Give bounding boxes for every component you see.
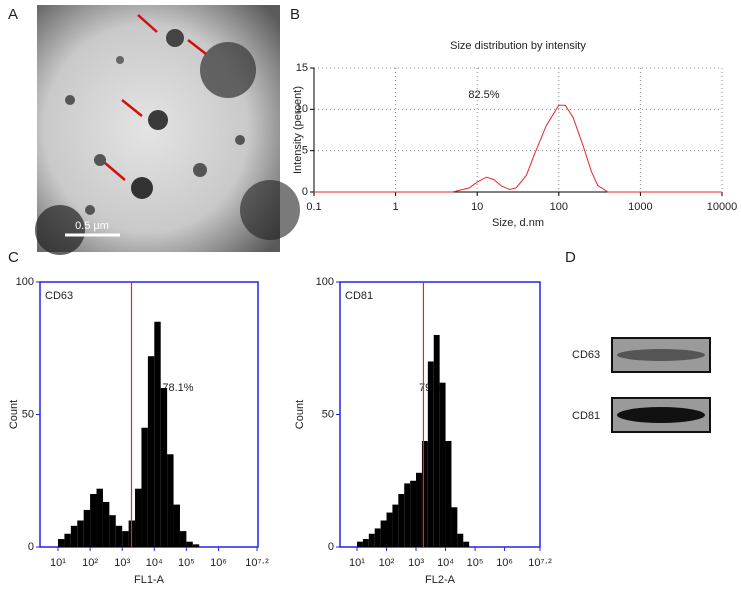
histogram-bar bbox=[368, 533, 375, 547]
x-tick-label: 10³ bbox=[114, 557, 130, 569]
histogram-bar bbox=[192, 544, 200, 547]
histogram-bar bbox=[115, 525, 123, 547]
histogram-bar bbox=[374, 528, 381, 547]
histogram-bar bbox=[457, 533, 464, 547]
x-tick-label: 10² bbox=[82, 557, 98, 569]
histogram-bar bbox=[362, 539, 369, 547]
histogram-bar bbox=[463, 541, 470, 547]
y-tick-label: 0 bbox=[302, 186, 308, 198]
histogram-bar bbox=[404, 483, 411, 547]
y-axis-label: Intensity (percent) bbox=[292, 86, 304, 174]
histogram-bar bbox=[147, 356, 155, 547]
x-tick-label: 10⁴ bbox=[146, 557, 163, 569]
histogram-bar bbox=[173, 504, 180, 547]
scale-bar-label: 0.5 μm bbox=[75, 220, 109, 232]
histogram-bar bbox=[58, 539, 65, 547]
histogram-bar bbox=[167, 454, 174, 547]
x-tick-label: 10¹ bbox=[50, 557, 66, 569]
blot-label: CD63 bbox=[572, 349, 600, 361]
y-tick-label: 100 bbox=[16, 276, 34, 288]
y-axis-label: Count bbox=[8, 400, 20, 429]
x-axis-label: FL2-A bbox=[425, 574, 456, 586]
x-tick-label: 10⁶ bbox=[496, 557, 513, 569]
histogram-bar bbox=[102, 501, 110, 547]
histogram-bar bbox=[445, 441, 452, 547]
plot-frame bbox=[314, 68, 722, 192]
y-tick-label: 15 bbox=[296, 62, 308, 74]
x-tick-label: 10⁶ bbox=[210, 557, 227, 569]
chart-title: Size distribution by intensity bbox=[450, 40, 586, 52]
histogram-bar bbox=[421, 441, 428, 547]
data-line bbox=[314, 104, 722, 193]
histogram-bar bbox=[392, 504, 399, 547]
histogram-bar bbox=[451, 507, 458, 547]
x-tick-label: 1 bbox=[393, 201, 399, 213]
x-tick-label: 100 bbox=[550, 201, 568, 213]
histogram-bar bbox=[90, 494, 97, 547]
x-tick-label: 10⁷·² bbox=[245, 557, 269, 569]
x-tick-label: 10⁵ bbox=[467, 557, 484, 569]
x-tick-label: 10¹ bbox=[349, 557, 365, 569]
western-blot: CD63 CD81 bbox=[572, 337, 711, 433]
x-tick-label: 10³ bbox=[408, 557, 424, 569]
marker-label: CD63 bbox=[45, 290, 73, 302]
tem-image: 0.5 μm bbox=[35, 5, 300, 255]
x-tick-label: 10⁵ bbox=[178, 557, 195, 569]
histogram-bar bbox=[179, 531, 187, 547]
x-axis-label: Size, d.nm bbox=[492, 217, 544, 229]
x-tick-label: 10000 bbox=[707, 201, 738, 213]
y-tick-label: 0 bbox=[328, 541, 334, 553]
y-tick-label: 50 bbox=[22, 408, 34, 420]
blot-label: CD81 bbox=[572, 410, 600, 422]
histogram-bar bbox=[141, 427, 148, 547]
histogram-bar bbox=[70, 525, 78, 547]
y-axis-label: Count bbox=[294, 400, 306, 429]
histogram-bar bbox=[416, 472, 422, 547]
annotation: 82.5% bbox=[468, 89, 499, 101]
histogram-bar bbox=[77, 520, 84, 547]
x-tick-label: 10⁷·² bbox=[528, 557, 552, 569]
histogram-bar bbox=[160, 388, 168, 547]
histogram-bar bbox=[398, 494, 405, 547]
axes bbox=[313, 68, 722, 193]
x-tick-label: 0.1 bbox=[306, 201, 321, 213]
panel-label: C bbox=[8, 249, 19, 266]
histogram-bar bbox=[439, 382, 446, 547]
histogram-bar bbox=[386, 512, 393, 547]
annotation: 78.1% bbox=[162, 382, 193, 394]
x-tick-label: 10 bbox=[471, 201, 483, 213]
panel-label: B bbox=[290, 6, 300, 23]
histogram-bar bbox=[83, 509, 91, 547]
marker-label: CD81 bbox=[345, 290, 373, 302]
panel-label: D bbox=[565, 249, 576, 266]
y-tick-label: 50 bbox=[322, 408, 334, 420]
histogram-bar bbox=[135, 488, 142, 547]
x-tick-label: 1000 bbox=[628, 201, 652, 213]
y-tick-label: 5 bbox=[302, 145, 308, 157]
histogram-bar bbox=[380, 520, 387, 547]
histogram-bar bbox=[410, 480, 417, 547]
panel-label: A bbox=[8, 6, 18, 23]
histogram-bar bbox=[186, 541, 193, 547]
y-tick-label: 0 bbox=[28, 541, 34, 553]
x-axis-label: FL1-A bbox=[134, 574, 165, 586]
histogram-bar bbox=[96, 488, 103, 547]
y-tick-label: 10 bbox=[296, 103, 308, 115]
x-tick-label: 10² bbox=[379, 557, 395, 569]
histogram-bar bbox=[64, 533, 71, 547]
histogram-bar bbox=[109, 515, 116, 547]
histogram-bar bbox=[427, 361, 434, 547]
histogram-bar bbox=[357, 541, 363, 547]
histogram-bar bbox=[122, 531, 129, 547]
y-tick-label: 100 bbox=[316, 276, 334, 288]
histogram-bar bbox=[433, 335, 440, 547]
x-tick-label: 10⁴ bbox=[437, 557, 454, 569]
histogram-bar bbox=[154, 321, 161, 547]
